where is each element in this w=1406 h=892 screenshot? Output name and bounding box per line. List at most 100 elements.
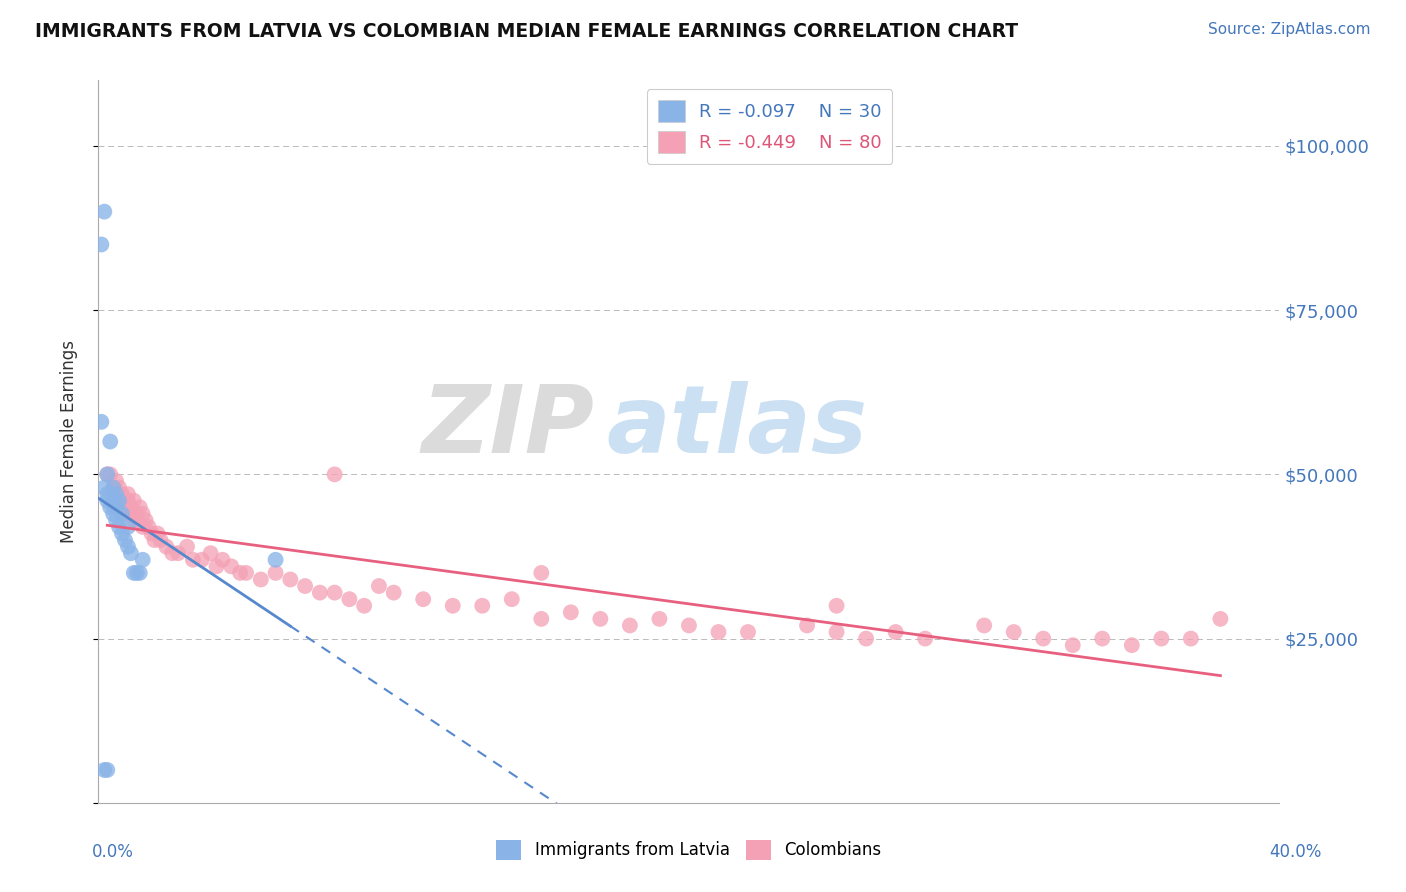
Point <box>98 434 121 449</box>
Point <box>1062 638 1084 652</box>
Point <box>117 520 139 534</box>
Text: atlas: atlas <box>606 381 868 473</box>
Point <box>560 605 582 619</box>
Point <box>117 507 139 521</box>
Point <box>309 585 332 599</box>
Text: 0.0%: 0.0% <box>91 843 134 861</box>
Point <box>221 559 243 574</box>
Point <box>132 520 155 534</box>
Point <box>98 467 121 482</box>
Point <box>176 540 198 554</box>
Point <box>128 500 150 515</box>
Point <box>111 487 134 501</box>
Point <box>1002 625 1025 640</box>
Point <box>111 507 134 521</box>
Point <box>96 467 118 482</box>
Y-axis label: Median Female Earnings: Median Female Earnings <box>59 340 77 543</box>
Point <box>141 526 163 541</box>
Point <box>103 493 125 508</box>
Point <box>96 763 118 777</box>
Text: ZIP: ZIP <box>422 381 595 473</box>
Point <box>264 566 287 580</box>
Point <box>146 526 169 541</box>
Point <box>211 553 233 567</box>
Point <box>105 474 128 488</box>
Point <box>191 553 214 567</box>
Point <box>117 493 139 508</box>
Point <box>111 493 134 508</box>
Point <box>98 500 121 515</box>
Point <box>96 493 118 508</box>
Point <box>103 481 125 495</box>
Point <box>229 566 252 580</box>
Point <box>125 566 148 580</box>
Point <box>825 625 848 640</box>
Point <box>96 487 118 501</box>
Point <box>149 533 172 547</box>
Point <box>1209 612 1232 626</box>
Point <box>105 493 128 508</box>
Point <box>90 237 112 252</box>
Point <box>205 559 228 574</box>
Point <box>114 500 136 515</box>
Point <box>120 500 142 515</box>
Point <box>382 585 405 599</box>
Text: Source: ZipAtlas.com: Source: ZipAtlas.com <box>1208 22 1371 37</box>
Point <box>155 540 177 554</box>
Point <box>914 632 936 646</box>
Point <box>120 507 142 521</box>
Point <box>132 507 155 521</box>
Point <box>108 493 131 508</box>
Point <box>105 513 128 527</box>
Point <box>471 599 494 613</box>
Point <box>441 599 464 613</box>
Text: IMMIGRANTS FROM LATVIA VS COLOMBIAN MEDIAN FEMALE EARNINGS CORRELATION CHART: IMMIGRANTS FROM LATVIA VS COLOMBIAN MEDI… <box>35 22 1018 41</box>
Point <box>323 467 346 482</box>
Point <box>143 533 166 547</box>
Point <box>264 553 287 567</box>
Point <box>138 520 160 534</box>
Point <box>280 573 302 587</box>
Point <box>825 599 848 613</box>
Point <box>93 204 115 219</box>
Point <box>1121 638 1143 652</box>
Point <box>855 632 877 646</box>
Point <box>1180 632 1202 646</box>
Point <box>122 493 145 508</box>
Point <box>122 566 145 580</box>
Point <box>707 625 730 640</box>
Point <box>323 585 346 599</box>
Point <box>132 553 155 567</box>
Point <box>105 500 128 515</box>
Text: 40.0%: 40.0% <box>1270 843 1322 861</box>
Point <box>120 546 142 560</box>
Point <box>368 579 391 593</box>
Point <box>412 592 434 607</box>
Legend: Immigrants from Latvia, Colombians: Immigrants from Latvia, Colombians <box>489 833 889 867</box>
Point <box>105 487 128 501</box>
Point <box>530 612 553 626</box>
Point <box>117 540 139 554</box>
Point <box>250 573 273 587</box>
Point <box>737 625 759 640</box>
Point <box>111 526 134 541</box>
Point <box>353 599 375 613</box>
Point <box>339 592 361 607</box>
Point <box>103 481 125 495</box>
Point <box>125 507 148 521</box>
Point <box>114 533 136 547</box>
Point <box>122 513 145 527</box>
Point <box>530 566 553 580</box>
Point <box>1091 632 1114 646</box>
Point <box>200 546 222 560</box>
Point <box>108 481 131 495</box>
Point <box>648 612 671 626</box>
Point <box>678 618 700 632</box>
Point <box>117 487 139 501</box>
Point <box>93 763 115 777</box>
Point <box>1150 632 1173 646</box>
Point <box>108 520 131 534</box>
Point <box>108 487 131 501</box>
Point <box>135 513 157 527</box>
Point <box>884 625 907 640</box>
